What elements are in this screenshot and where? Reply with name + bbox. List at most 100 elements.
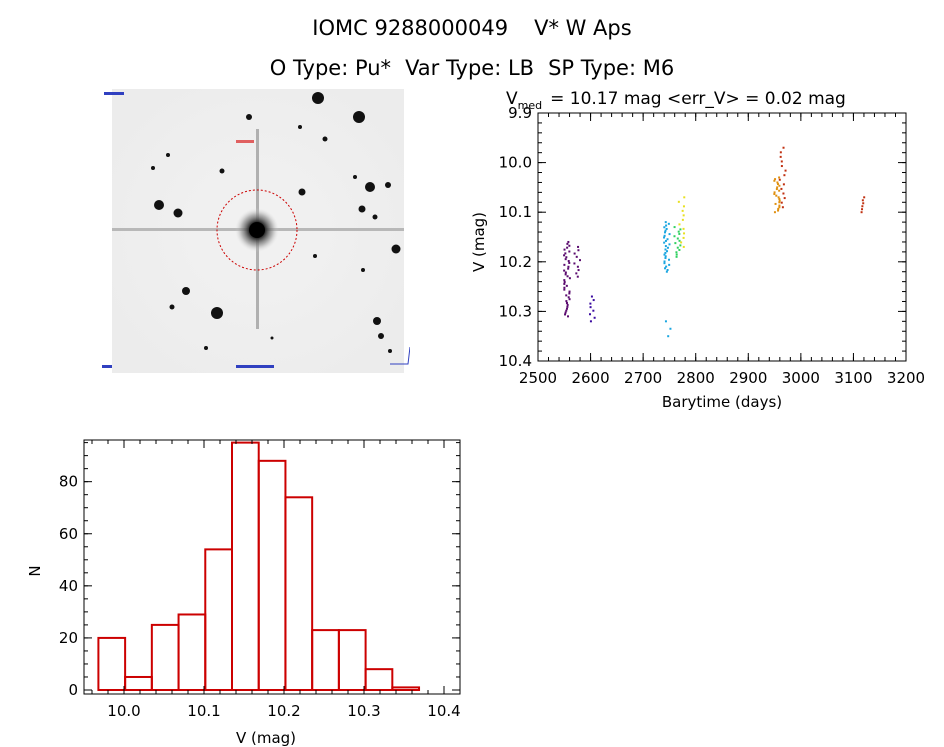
data-point (774, 202, 777, 205)
field-star (298, 188, 306, 196)
data-point (682, 205, 685, 208)
data-point (565, 294, 568, 297)
title-v: V (506, 89, 518, 109)
data-point (780, 201, 783, 204)
data-point (567, 265, 570, 268)
y-tick-label: 10.4 (499, 352, 532, 370)
data-point (678, 248, 681, 251)
data-point (567, 315, 570, 318)
data-point (663, 226, 666, 229)
data-point (675, 251, 678, 254)
data-point (664, 239, 667, 242)
data-point (680, 241, 683, 244)
histogram-xlabel: V (mag) (236, 729, 296, 747)
x-tick-label: 2800 (677, 369, 715, 387)
data-point (782, 192, 785, 195)
data-point (664, 221, 667, 224)
field-star (204, 346, 208, 350)
data-point (565, 307, 568, 310)
x-tick-label: 10.1 (187, 702, 220, 720)
field-star (378, 333, 384, 339)
data-point (683, 196, 686, 199)
data-point (563, 279, 566, 282)
data-point (564, 258, 567, 261)
data-point (575, 272, 578, 275)
histogram-ticks: 10.0 10.1 10.2 10.3 10.4 0 20 40 60 80 (59, 440, 461, 720)
data-point (778, 199, 781, 202)
data-point (683, 232, 686, 235)
data-point (663, 260, 666, 263)
data-point (565, 284, 568, 287)
data-point (563, 282, 566, 285)
histogram-bar (257, 459, 287, 692)
data-point (678, 239, 681, 242)
field-star (173, 208, 183, 218)
y-tick-label: 9.9 (508, 104, 532, 122)
data-point (782, 183, 785, 186)
data-point (781, 206, 784, 209)
light-curve-chart: Vmed = 10.17 mag <err_V> = 0.02 mag 2500 2… (470, 89, 925, 411)
data-point (666, 246, 669, 249)
data-point (777, 209, 780, 212)
data-point (589, 302, 592, 305)
data-point (776, 186, 779, 189)
data-point (564, 271, 567, 274)
data-point (673, 235, 676, 238)
histogram-bar (97, 636, 127, 692)
data-point (664, 320, 667, 323)
data-point (677, 200, 680, 203)
y-tick-label: 10.3 (499, 302, 532, 320)
x-tick-label: 3100 (834, 369, 872, 387)
light-curve-title: Vmed = 10.17 mag <err_V> = 0.02 mag (506, 89, 846, 112)
data-point (564, 252, 567, 255)
data-point (575, 255, 578, 258)
data-point (783, 197, 786, 200)
field-star (182, 287, 190, 295)
y-tick-label: 0 (68, 681, 78, 699)
data-point (778, 176, 781, 179)
data-point (663, 236, 666, 239)
data-point (573, 252, 576, 255)
data-point (665, 270, 668, 273)
data-point (566, 275, 569, 278)
data-point (565, 309, 568, 312)
data-point (778, 189, 781, 192)
data-point (568, 292, 571, 295)
object-type: O Type: Pu* (269, 56, 392, 80)
light-curve-points (563, 146, 866, 338)
histogram-bar (364, 668, 394, 692)
data-point (861, 205, 864, 208)
data-point (663, 234, 666, 237)
histogram-chart: 10.0 10.1 10.2 10.3 10.4 0 20 40 60 80 V (mag) N (26, 439, 461, 747)
field-star (372, 214, 378, 220)
data-point (666, 269, 669, 272)
data-point (565, 256, 568, 259)
field-star (322, 136, 328, 142)
data-point (667, 335, 670, 338)
data-point (679, 228, 682, 231)
field-star (353, 175, 357, 179)
histogram-bar (150, 623, 180, 691)
x-tick-label: 10.0 (107, 702, 140, 720)
footer-mark (236, 365, 274, 368)
data-point (667, 222, 670, 225)
data-point (568, 244, 571, 247)
field-star (169, 304, 175, 310)
x-tick-label: 2600 (571, 369, 609, 387)
field-star (358, 205, 366, 213)
data-point (676, 237, 679, 240)
data-point (663, 262, 666, 265)
data-point (577, 269, 580, 272)
data-point (563, 248, 566, 251)
sky-image (102, 89, 410, 373)
field-star (219, 168, 225, 174)
data-point (682, 236, 685, 239)
x-tick-label: 2900 (729, 369, 767, 387)
data-point (773, 191, 776, 194)
field-star (313, 254, 317, 258)
data-point (567, 260, 570, 263)
histogram-bar (284, 496, 314, 691)
data-point (563, 288, 566, 291)
data-point (664, 245, 667, 248)
data-point (665, 227, 668, 230)
